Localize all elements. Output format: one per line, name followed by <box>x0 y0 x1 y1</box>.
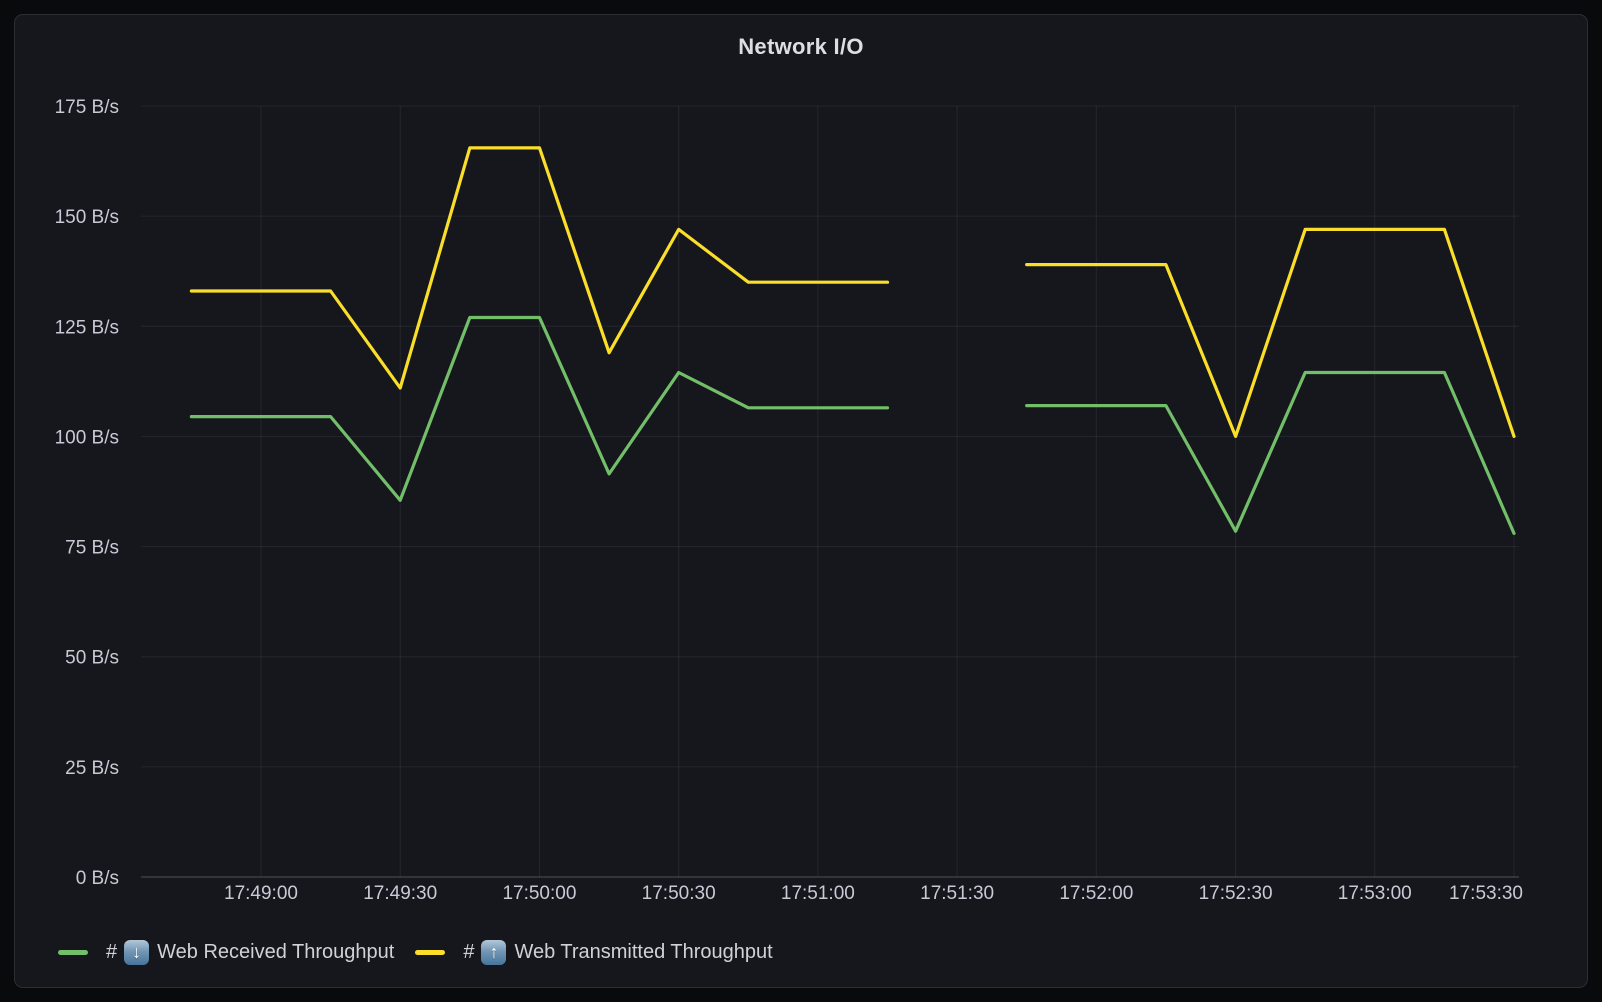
y-tick-label: 75 B/s <box>65 538 119 559</box>
y-tick-label: 125 B/s <box>55 317 119 338</box>
panel-title: Network I/O <box>738 34 864 59</box>
x-tick-label: 17:53:30 <box>1449 883 1523 904</box>
y-tick-label: 50 B/s <box>65 648 119 669</box>
y-tick-label: 100 B/s <box>55 427 119 448</box>
y-tick-label: 0 B/s <box>76 868 119 889</box>
x-tick-label: 17:53:00 <box>1338 883 1412 904</box>
grafana-panel: Network I/O 0 B/s 25 B/s 50 B/s 75 B/s 100 B… <box>14 14 1588 988</box>
y-tick-label: 25 B/s <box>65 758 119 779</box>
series-line-received <box>189 315 1516 535</box>
x-tick-label: 17:52:00 <box>1059 883 1133 904</box>
down-arrow-icon: ↓ <box>124 939 150 965</box>
y-tick-label: 175 B/s <box>55 97 119 118</box>
x-tick-label: 17:51:00 <box>781 883 855 904</box>
legend: # ↓ Web Received Throughput # ↑ Web Transmitt… <box>58 938 773 966</box>
series-line-transmitted <box>189 146 1516 438</box>
legend-swatch <box>415 949 446 955</box>
x-tick-label: 17:49:30 <box>363 883 437 904</box>
chart-plot-area[interactable]: 0 B/s 25 B/s 50 B/s 75 B/s 100 B/s 125 B/s 150… <box>15 15 1589 989</box>
x-tick-label: 17:50:30 <box>642 883 716 904</box>
x-tick-label: 17:52:30 <box>1199 883 1273 904</box>
x-tick-label: 17:50:00 <box>502 883 576 904</box>
y-tick-label: 150 B/s <box>55 207 119 228</box>
legend-label: Web Transmitted Throughput <box>514 940 773 963</box>
legend-swatch <box>58 949 88 955</box>
legend-item-transmitted[interactable]: # ↑ Web Transmitted Throughput <box>415 939 773 965</box>
x-tick-label: 17:51:30 <box>920 883 994 904</box>
network-io-chart: 0 B/s 25 B/s 50 B/s 75 B/s 100 B/s 125 B/s 150… <box>55 97 1523 904</box>
legend-item-received[interactable]: # ↓ Web Received Throughput <box>58 939 395 965</box>
legend-prefix: # <box>106 940 118 963</box>
up-arrow-icon: ↑ <box>481 939 507 965</box>
legend-prefix: # <box>463 940 475 963</box>
legend-label: Web Received Throughput <box>157 940 395 963</box>
x-tick-label: 17:49:00 <box>224 883 298 904</box>
